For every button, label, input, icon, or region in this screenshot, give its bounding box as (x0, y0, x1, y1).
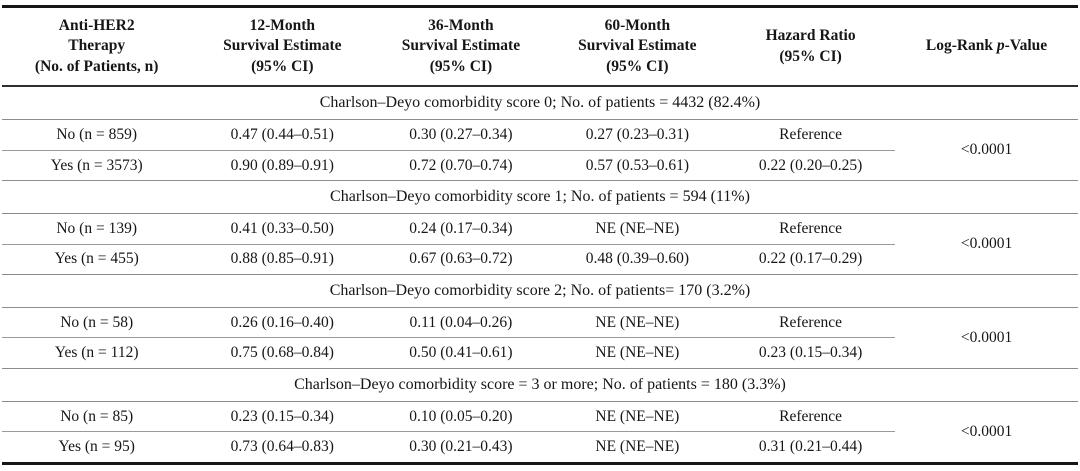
cell-36-month: 0.24 (0.17–0.34) (373, 213, 549, 245)
cell-60-month: 0.27 (0.23–0.31) (548, 119, 727, 151)
section-header-row-score-2: Charlson–Deyo comorbidity score 2; No. o… (2, 274, 1078, 308)
cell-36-month: 0.30 (0.21–0.43) (409, 438, 513, 456)
cell-12-month: 0.90 (0.89–0.91) (191, 150, 374, 182)
data-row-no: No (n = 85) 0.23 (0.15–0.34) 0.10 (0.05–… (2, 401, 1078, 440)
cell-12-month: 0.41 (0.33–0.50) (191, 213, 374, 245)
cell-therapy: Yes (n = 3573) (2, 150, 192, 182)
section-header-row-score-1: Charlson–Deyo comorbidity score 1; No. o… (2, 180, 1078, 215)
col-header-log-rank-p-value: Log-Rank p-Value (895, 6, 1078, 88)
header-line: Survival Estimate (578, 37, 697, 55)
cell-36-month: 0.11 (0.04–0.26) (373, 307, 549, 339)
header-line: Hazard Ratio (765, 27, 856, 45)
data-row-no: No (n = 58) 0.26 (0.16–0.40) 0.11 (0.04–… (2, 307, 1078, 369)
section-header-text: Charlson–Deyo comorbidity score 1; No. o… (2, 180, 1078, 215)
cell-60-month: NE (NE–NE) (548, 337, 727, 369)
col-header-hazard-ratio: Hazard Ratio (95% CI) (726, 6, 896, 88)
cell-therapy: No (n = 139) (2, 213, 192, 245)
cell-therapy: No (n = 85) (2, 401, 192, 433)
cell-hazard-ratio: 0.31 (0.21–0.44) (758, 438, 863, 456)
cell-12-month: 0.23 (0.15–0.34) (191, 401, 374, 433)
header-text: Log-Rank (925, 37, 997, 55)
cell-12-month: 0.75 (0.68–0.84) (191, 337, 374, 369)
cell-hazard-ratio: Reference (726, 213, 896, 245)
cell-therapy: No (n = 58) (2, 307, 192, 339)
cell-36-month: 0.30 (0.27–0.34) (373, 119, 549, 151)
header-line: (95% CI) (251, 57, 314, 75)
cell-therapy: Yes (n = 95) (58, 438, 135, 456)
data-row-yes: Yes (n = 3573) 0.90 (0.89–0.91) 0.72 (0.… (2, 150, 1078, 182)
cell-hazard-ratio: Reference (726, 119, 896, 151)
cell-hazard-ratio: 0.22 (0.17–0.29) (726, 244, 896, 276)
cell-12-month: 0.26 (0.16–0.40) (191, 307, 374, 339)
header-text: -Value (1004, 37, 1048, 55)
cell-therapy: Yes (n = 112) (2, 337, 192, 369)
cell-hazard-ratio: Reference (726, 401, 896, 433)
cell-therapy: No (n = 859) (2, 119, 192, 151)
header-line: (95% CI) (606, 57, 669, 75)
header-line: Survival Estimate (401, 37, 521, 55)
cell-12-month: 0.73 (0.64–0.83) (230, 438, 334, 456)
header-line: Anti-HER2 (58, 17, 135, 34)
header-line: 12-Month (249, 17, 316, 34)
data-row-no: No (n = 139) 0.41 (0.33–0.50) 0.24 (0.17… (2, 213, 1078, 276)
section-header-text: Charlson–Deyo comorbidity score = 3 or m… (2, 368, 1078, 402)
data-row-yes: Yes (n = 455) 0.88 (0.85–0.91) 0.67 (0.6… (2, 244, 1078, 276)
cell-36-month: 0.50 (0.41–0.61) (373, 337, 549, 369)
header-line: (No. of Patients, n) (34, 57, 159, 75)
cell-p-value: <0.0001 (960, 422, 1013, 440)
cell-p-value: <0.0001 (895, 119, 1078, 182)
italic-p: p (996, 37, 1005, 55)
col-header-12-month-survival: 12-Month Survival Estimate (95% CI) (191, 6, 374, 88)
cell-hazard-ratio: Reference (726, 307, 896, 339)
header-line: (95% CI) (779, 47, 842, 65)
cell-60-month: NE (NE–NE) (548, 213, 727, 245)
header-line: 36-Month (428, 17, 494, 34)
cell-36-month: 0.10 (0.05–0.20) (373, 401, 549, 433)
col-header-anti-her2-therapy: Anti-HER2 Therapy (No. of Patients, n) (2, 6, 192, 88)
cell-60-month: NE (NE–NE) (548, 401, 727, 433)
survival-estimates-table: Anti-HER2 Therapy (No. of Patients, n) 1… (2, 5, 1078, 465)
cell-12-month: 0.47 (0.44–0.51) (191, 119, 374, 151)
cell-60-month: 0.48 (0.39–0.60) (548, 244, 727, 276)
cell-12-month: 0.88 (0.85–0.91) (191, 244, 374, 276)
header-row: Anti-HER2 Therapy (No. of Patients, n) 1… (2, 6, 1078, 88)
header-line: (95% CI) (429, 57, 493, 75)
cell-60-month: 0.57 (0.53–0.61) (548, 150, 727, 182)
cell-hazard-ratio: 0.22 (0.20–0.25) (726, 150, 896, 182)
section-header-row-score-3-or-more: Charlson–Deyo comorbidity score = 3 or m… (2, 368, 1078, 402)
cell-60-month: NE (NE–NE) (548, 307, 727, 339)
cell-p-value: <0.0001 (895, 307, 1078, 369)
data-row-no: No (n = 859) 0.47 (0.44–0.51) 0.30 (0.27… (2, 119, 1078, 182)
cell-hazard-ratio: 0.23 (0.15–0.34) (726, 337, 896, 369)
cell-36-month: 0.72 (0.70–0.74) (373, 150, 549, 182)
col-header-36-month-survival: 36-Month Survival Estimate (95% CI) (373, 6, 549, 88)
header-line: 60-Month (604, 17, 671, 34)
data-row-yes: Yes (n = 112) 0.75 (0.68–0.84) 0.50 (0.4… (2, 337, 1078, 369)
cell-60-month: NE (NE–NE) (595, 438, 680, 456)
cell-36-month: 0.67 (0.63–0.72) (373, 244, 549, 276)
header-line: Therapy (68, 37, 126, 55)
data-row-yes: Yes (n = 95) 0.73 (0.64–0.83) 0.30 (0.21… (2, 432, 1078, 464)
section-header-text: Charlson–Deyo comorbidity score 0; No. o… (2, 86, 1078, 121)
cell-therapy: Yes (n = 455) (2, 244, 192, 276)
col-header-60-month-survival: 60-Month Survival Estimate (95% CI) (548, 6, 727, 88)
cell-p-value: <0.0001 (895, 213, 1078, 276)
header-line: Survival Estimate (223, 37, 342, 55)
section-header-text: Charlson–Deyo comorbidity score 2; No. o… (2, 274, 1078, 308)
section-header-row-score-0: Charlson–Deyo comorbidity score 0; No. o… (2, 86, 1078, 121)
